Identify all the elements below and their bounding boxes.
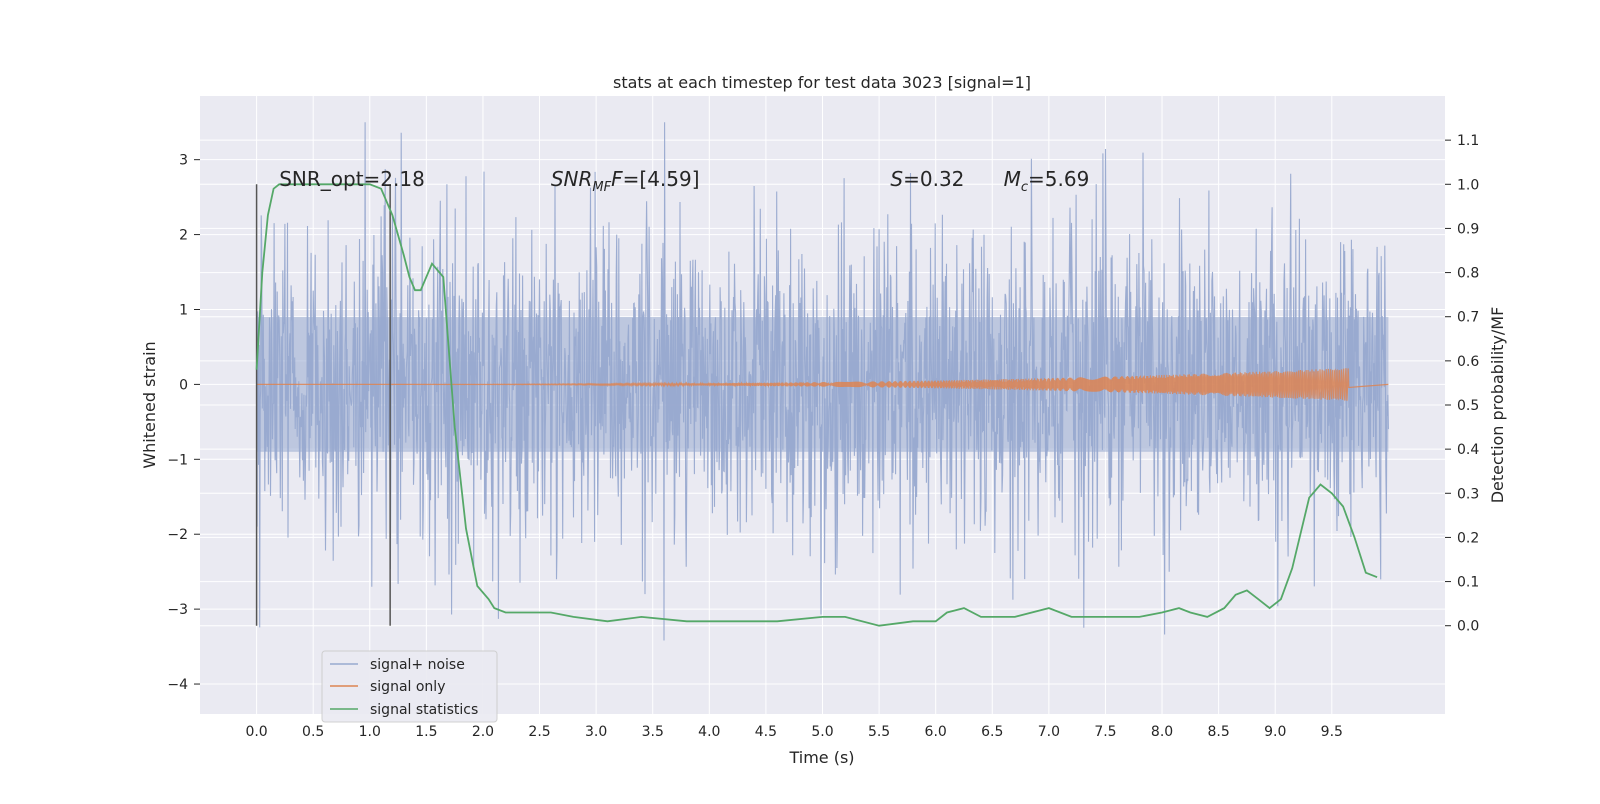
y-tick-label: 1 — [179, 302, 188, 318]
stats-line — [255, 183, 1378, 627]
y2-axis-label: Detection probability/MF — [1488, 307, 1507, 504]
y2-tick-label: 0.8 — [1457, 266, 1479, 282]
x-tick-label: 2.0 — [472, 724, 494, 740]
x-tick-label: 4.0 — [698, 724, 720, 740]
vertical-markers — [255, 184, 391, 626]
y-ticks: 3 2 1 0 −1 −2 −3 −4 — [167, 153, 200, 693]
x-tick-label: 8.5 — [1208, 724, 1230, 740]
stats-series — [255, 183, 1378, 627]
signal-series — [256, 368, 1389, 401]
x-tick-label: 4.5 — [755, 724, 777, 740]
x-tick-label: 7.0 — [1038, 724, 1060, 740]
x-tick-label: 0.0 — [245, 724, 267, 740]
x-tick-label: 0.5 — [302, 724, 324, 740]
x-axis-label: Time (s) — [788, 748, 854, 767]
legend: signal+ noise signal only signal statist… — [321, 650, 498, 723]
x-tick-label: 5.0 — [811, 724, 833, 740]
x-tick-label: 6.0 — [925, 724, 947, 740]
signal-line — [256, 368, 1389, 401]
legend-box — [321, 650, 498, 723]
x-tick-label: 9.5 — [1321, 724, 1343, 740]
y-tick-label: 2 — [179, 228, 188, 244]
x-tick-label: 8.0 — [1151, 724, 1173, 740]
y2-tick-label: 0.1 — [1457, 575, 1479, 591]
annotation-1: SNRMFF=[4.59] — [551, 167, 700, 195]
x-tick-label: 5.5 — [868, 724, 890, 740]
x-tick-label: 9.0 — [1264, 724, 1286, 740]
legend-label-noise: signal+ noise — [370, 657, 465, 673]
y2-tick-label: 0.7 — [1457, 310, 1479, 326]
chart-title: stats at each timestep for test data 302… — [613, 73, 1031, 92]
y2-tick-label: 1.0 — [1457, 177, 1479, 193]
y2-ticks: 1.1 1.0 0.9 0.8 0.7 0.6 0.5 0.4 0.3 0.2 0.1 0.0 — [1445, 133, 1479, 635]
x-tick-label: 1.0 — [359, 724, 381, 740]
legend-label-stats: signal statistics — [370, 702, 478, 718]
legend-label-signal: signal only — [370, 679, 445, 695]
y2-tick-label: 0.4 — [1457, 442, 1479, 458]
annotation-3: Mc=5.69 — [1004, 167, 1090, 195]
x-tick-label: 7.5 — [1094, 724, 1116, 740]
y2-tick-label: 0.6 — [1457, 354, 1479, 370]
y2-tick-label: 0.0 — [1457, 619, 1479, 635]
annotations: SNR_opt=2.18 SNRMFF=[4.59] S=0.32 Mc=5.69 — [279, 167, 1089, 195]
y2-tick-label: 0.3 — [1457, 486, 1479, 502]
x-tick-label: 6.5 — [981, 724, 1003, 740]
y-tick-label: −3 — [167, 602, 188, 618]
annotation-0: SNR_opt=2.18 — [279, 167, 425, 191]
y-tick-label: −2 — [167, 527, 188, 543]
x-ticks: 0.0 0.5 1.0 1.5 2.0 2.5 3.0 3.5 4.0 4.5 5.0 5.5 6.0 6… — [245, 724, 1342, 740]
x-tick-label: 3.5 — [642, 724, 664, 740]
y2-tick-label: 1.1 — [1457, 133, 1479, 149]
annotation-2: S=0.32 — [890, 167, 964, 191]
y2-tick-label: 0.9 — [1457, 221, 1479, 237]
y-tick-label: −4 — [167, 677, 188, 693]
y-tick-label: 3 — [179, 153, 188, 169]
y-tick-label: 0 — [179, 377, 188, 393]
x-tick-label: 3.0 — [585, 724, 607, 740]
y-tick-label: −1 — [167, 452, 188, 468]
y-axis-label: Whitened strain — [140, 341, 159, 468]
x-tick-label: 1.5 — [415, 724, 437, 740]
x-tick-label: 2.5 — [528, 724, 550, 740]
y2-tick-label: 0.2 — [1457, 530, 1479, 546]
y2-tick-label: 0.5 — [1457, 398, 1479, 414]
